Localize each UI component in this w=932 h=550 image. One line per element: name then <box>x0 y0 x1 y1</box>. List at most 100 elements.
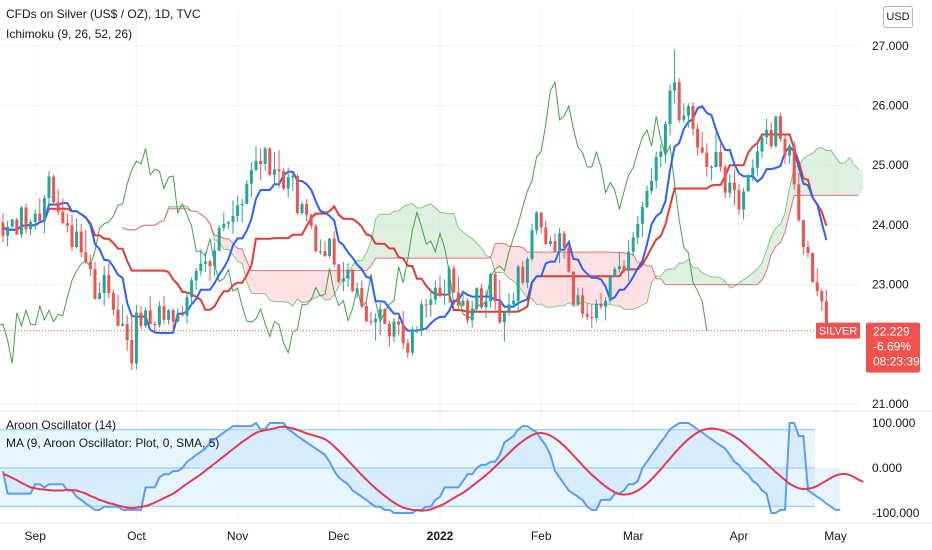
candle[interactable] <box>594 299 598 322</box>
candle[interactable] <box>640 201 644 237</box>
candle[interactable] <box>305 199 309 222</box>
candle[interactable] <box>539 212 543 234</box>
candle[interactable] <box>760 135 764 159</box>
candle[interactable] <box>590 303 594 328</box>
candle[interactable] <box>157 301 161 328</box>
candle[interactable] <box>300 201 304 216</box>
candle[interactable] <box>654 151 658 189</box>
candle[interactable] <box>374 313 378 341</box>
candle[interactable] <box>254 146 258 172</box>
candle[interactable] <box>811 252 815 283</box>
candle[interactable] <box>737 183 741 215</box>
candle[interactable] <box>778 112 782 142</box>
candle[interactable] <box>548 236 552 247</box>
candle[interactable] <box>291 173 295 191</box>
candle[interactable] <box>65 213 69 233</box>
candle[interactable] <box>167 309 171 325</box>
candle[interactable] <box>240 198 244 223</box>
candle[interactable] <box>277 150 281 188</box>
candle[interactable] <box>328 238 332 259</box>
candle[interactable] <box>608 276 612 304</box>
candle[interactable] <box>746 173 750 192</box>
candle[interactable] <box>663 121 667 164</box>
candle[interactable] <box>742 187 746 220</box>
candle[interactable] <box>222 212 226 232</box>
candle[interactable] <box>397 313 401 336</box>
candle[interactable] <box>139 306 143 329</box>
candle[interactable] <box>530 223 534 262</box>
candle[interactable] <box>226 221 230 230</box>
candle[interactable] <box>475 287 479 313</box>
candle[interactable] <box>19 205 23 239</box>
aroon-legend[interactable]: Aroon Oscillator (14) <box>6 418 117 432</box>
candle[interactable] <box>631 232 635 256</box>
candle[interactable] <box>493 272 497 310</box>
candle[interactable] <box>52 174 56 205</box>
candle[interactable] <box>433 280 437 305</box>
candle[interactable] <box>121 304 125 327</box>
candle[interactable] <box>194 267 198 290</box>
candle[interactable] <box>438 275 442 298</box>
candle[interactable] <box>751 159 755 182</box>
candle[interactable] <box>29 219 33 236</box>
candle[interactable] <box>714 132 718 168</box>
candle[interactable] <box>815 267 819 296</box>
candle[interactable] <box>700 131 704 154</box>
candle[interactable] <box>282 168 286 191</box>
candle[interactable] <box>406 338 410 359</box>
candle[interactable] <box>346 263 350 288</box>
candle[interactable] <box>705 143 709 177</box>
candle[interactable] <box>769 122 773 149</box>
candle[interactable] <box>604 297 608 321</box>
candle[interactable] <box>723 164 727 199</box>
candle[interactable] <box>236 195 240 222</box>
candle[interactable] <box>585 303 589 320</box>
candle[interactable] <box>820 288 824 311</box>
candle[interactable] <box>686 103 690 128</box>
candle[interactable] <box>461 292 465 307</box>
candle[interactable] <box>88 254 92 276</box>
candle[interactable] <box>507 292 511 316</box>
candle[interactable] <box>355 282 359 299</box>
candle[interactable] <box>364 301 368 323</box>
candle[interactable] <box>544 220 548 246</box>
candle[interactable] <box>309 213 313 230</box>
candle[interactable] <box>447 266 451 304</box>
candle[interactable] <box>130 313 134 370</box>
candle[interactable] <box>70 214 74 252</box>
price-candles[interactable] <box>1 49 828 370</box>
candle[interactable] <box>203 252 207 273</box>
candle[interactable] <box>213 242 217 277</box>
candle[interactable] <box>420 300 424 336</box>
candle[interactable] <box>15 217 19 236</box>
candle[interactable] <box>806 241 810 258</box>
candle[interactable] <box>263 146 267 171</box>
candle[interactable] <box>42 195 46 234</box>
candle[interactable] <box>728 174 732 199</box>
candle[interactable] <box>424 298 428 319</box>
candle[interactable] <box>774 116 778 148</box>
ichimoku-legend[interactable]: Ichimoku (9, 26, 52, 26) <box>6 27 133 41</box>
candle[interactable] <box>788 143 792 164</box>
candle[interactable] <box>79 223 83 258</box>
candle[interactable] <box>484 290 488 319</box>
candle[interactable] <box>38 198 42 222</box>
candle[interactable] <box>691 101 695 136</box>
candle[interactable] <box>24 204 28 234</box>
aroon-ma-legend[interactable]: MA (9, Aroon Oscillator: Plot, 0, SMA, 5… <box>6 436 220 450</box>
candle[interactable] <box>107 263 111 298</box>
candle[interactable] <box>392 318 396 342</box>
candle[interactable] <box>535 211 539 235</box>
candle[interactable] <box>466 298 470 325</box>
candle[interactable] <box>599 292 603 310</box>
candle[interactable] <box>125 315 129 351</box>
candle[interactable] <box>295 174 299 215</box>
candle[interactable] <box>1 212 5 243</box>
candle[interactable] <box>677 78 681 123</box>
candle[interactable] <box>111 289 115 316</box>
candle[interactable] <box>792 141 796 190</box>
candle[interactable] <box>617 251 621 273</box>
candle[interactable] <box>525 257 529 289</box>
candle[interactable] <box>245 180 249 205</box>
